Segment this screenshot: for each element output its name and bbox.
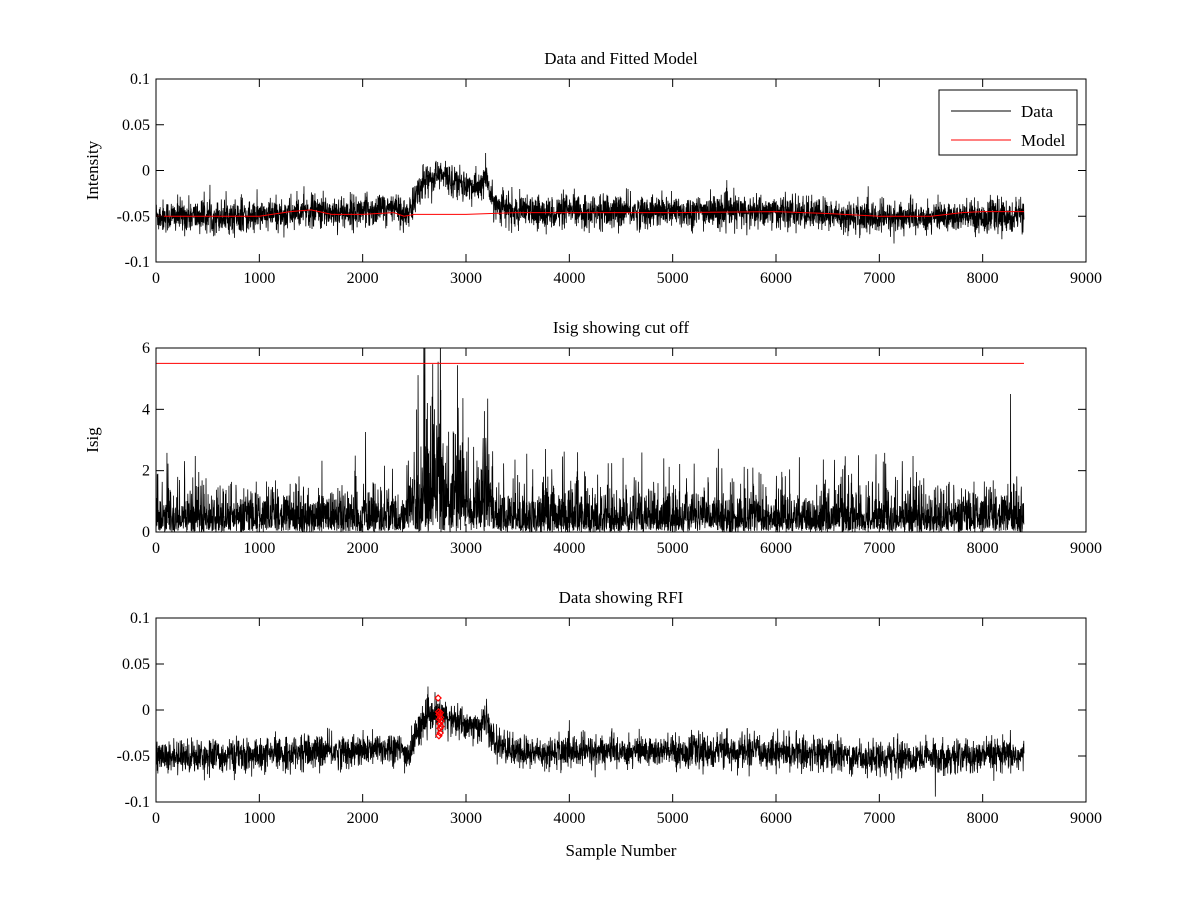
y-tick-label: -0.05 xyxy=(117,208,150,225)
x-tick-label: 2000 xyxy=(347,270,379,287)
y-tick-label: -0.1 xyxy=(125,794,150,811)
x-tick-label: 9000 xyxy=(1070,810,1102,827)
series-1-2 xyxy=(156,209,1024,217)
series-1-1 xyxy=(156,153,1025,244)
x-tick-label: 2000 xyxy=(347,540,379,557)
rfi-marker xyxy=(436,729,445,737)
rfi-marker xyxy=(435,731,443,740)
x-tick-label: 9000 xyxy=(1070,270,1102,287)
y-tick-label: 0 xyxy=(142,702,150,719)
subplot-1: 0 1000 2000 3000 4000 5000 6000 7000 8000 9000 -0.… xyxy=(83,49,1102,287)
y-tick-label: 2 xyxy=(142,463,150,480)
y-tick-label: 0.05 xyxy=(122,117,150,134)
y-tick-label: 0.05 xyxy=(122,656,150,673)
series-3-2 xyxy=(434,694,446,740)
x-tick-label: 3000 xyxy=(450,540,482,557)
chart-title: Isig showing cut off xyxy=(553,318,689,337)
y-tick-label: 0 xyxy=(142,524,150,541)
x-tick-label: 4000 xyxy=(553,540,585,557)
series-line xyxy=(156,153,1025,244)
rfi-marker xyxy=(435,710,443,719)
y-tick-label: 0.1 xyxy=(130,610,150,627)
y-tick-label: 4 xyxy=(142,401,150,418)
chart-title: Data showing RFI xyxy=(559,588,684,607)
x-tick-label: 7000 xyxy=(863,540,895,557)
x-tick-label: 6000 xyxy=(760,540,792,557)
x-tick-label: 5000 xyxy=(657,810,689,827)
series-line xyxy=(156,209,1024,217)
x-tick-label: 6000 xyxy=(760,810,792,827)
x-tick-label: 2000 xyxy=(347,810,379,827)
y-axis-label: Isig xyxy=(83,427,102,453)
legend-label: Data xyxy=(1021,102,1054,121)
x-tick-label: 0 xyxy=(152,270,160,287)
x-tick-label: 8000 xyxy=(967,810,999,827)
x-tick-label: 0 xyxy=(152,810,160,827)
x-tick-label: 6000 xyxy=(760,270,792,287)
series-line xyxy=(156,686,1025,797)
series-2-1 xyxy=(156,348,1025,532)
x-tick-label: 5000 xyxy=(657,270,689,287)
rfi-marker xyxy=(436,708,445,717)
rfi-marker xyxy=(436,724,444,733)
legend-box xyxy=(938,89,1078,156)
series-line xyxy=(156,348,1025,532)
axes-frame xyxy=(155,617,1087,803)
subplot-3: 0 1000 2000 3000 4000 5000 6000 7000 8000 9000 -0.… xyxy=(117,588,1102,860)
y-tick-label: -0.1 xyxy=(125,254,150,271)
x-tick-label: 3000 xyxy=(450,270,482,287)
x-tick-label: 4000 xyxy=(553,270,585,287)
x-tick-label: 7000 xyxy=(863,270,895,287)
x-tick-label: 0 xyxy=(152,540,160,557)
x-tick-label: 1000 xyxy=(243,810,275,827)
y-tick-label: 0.1 xyxy=(130,71,150,88)
x-axis-label: Sample Number xyxy=(566,841,677,860)
x-tick-label: 4000 xyxy=(553,810,585,827)
rfi-marker xyxy=(436,713,445,722)
y-tick-label: -0.05 xyxy=(117,748,150,765)
x-tick-label: 7000 xyxy=(863,810,895,827)
axes-frame xyxy=(155,347,1087,533)
x-tick-label: 1000 xyxy=(243,540,275,557)
rfi-marker xyxy=(437,722,445,731)
x-tick-label: 5000 xyxy=(657,540,689,557)
x-tick-label: 3000 xyxy=(450,810,482,827)
legend: Data Model xyxy=(938,89,1078,156)
x-tick-label: 1000 xyxy=(243,270,275,287)
series-3-1 xyxy=(156,686,1025,797)
y-axis-label: Intensity xyxy=(83,140,102,200)
subplot-2: 0 1000 2000 3000 4000 5000 6000 7000 8000 9000 0 2 4… xyxy=(83,318,1102,557)
y-tick-label: 6 xyxy=(142,340,150,357)
y-tick-label: 0 xyxy=(142,163,150,180)
rfi-marker xyxy=(434,694,442,702)
rfi-marker xyxy=(437,717,446,725)
x-tick-label: 8000 xyxy=(967,540,999,557)
x-tick-label: 9000 xyxy=(1070,540,1102,557)
legend-label: Model xyxy=(1021,131,1066,150)
x-tick-label: 8000 xyxy=(967,270,999,287)
chart-title: Data and Fitted Model xyxy=(544,49,698,68)
